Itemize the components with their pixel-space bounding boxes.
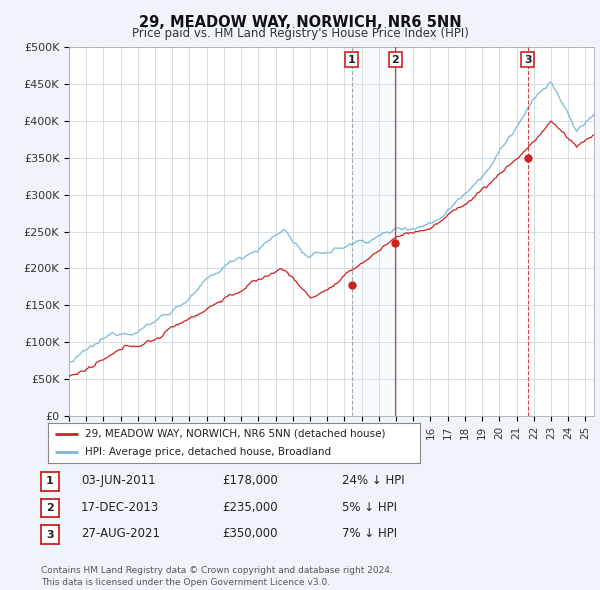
Text: 24% ↓ HPI: 24% ↓ HPI [342,474,404,487]
Text: Contains HM Land Registry data © Crown copyright and database right 2024.
This d: Contains HM Land Registry data © Crown c… [41,566,392,587]
Text: 29, MEADOW WAY, NORWICH, NR6 5NN (detached house): 29, MEADOW WAY, NORWICH, NR6 5NN (detach… [85,429,386,439]
Text: 2: 2 [391,55,399,64]
Text: 1: 1 [46,477,53,486]
Text: 27-AUG-2021: 27-AUG-2021 [81,527,160,540]
Bar [352,47,395,416]
Text: 3: 3 [46,530,53,539]
Text: £178,000: £178,000 [222,474,278,487]
Text: 1: 1 [348,55,356,64]
Text: 2: 2 [46,503,53,513]
Text: 03-JUN-2011: 03-JUN-2011 [81,474,155,487]
Text: £350,000: £350,000 [222,527,277,540]
Text: 29, MEADOW WAY, NORWICH, NR6 5NN: 29, MEADOW WAY, NORWICH, NR6 5NN [139,15,461,30]
Text: 7% ↓ HPI: 7% ↓ HPI [342,527,397,540]
Text: 5% ↓ HPI: 5% ↓ HPI [342,501,397,514]
Text: HPI: Average price, detached house, Broadland: HPI: Average price, detached house, Broa… [85,447,331,457]
Text: 17-DEC-2013: 17-DEC-2013 [81,501,159,514]
Text: £235,000: £235,000 [222,501,278,514]
Text: 3: 3 [524,55,532,64]
Text: Price paid vs. HM Land Registry's House Price Index (HPI): Price paid vs. HM Land Registry's House … [131,27,469,40]
